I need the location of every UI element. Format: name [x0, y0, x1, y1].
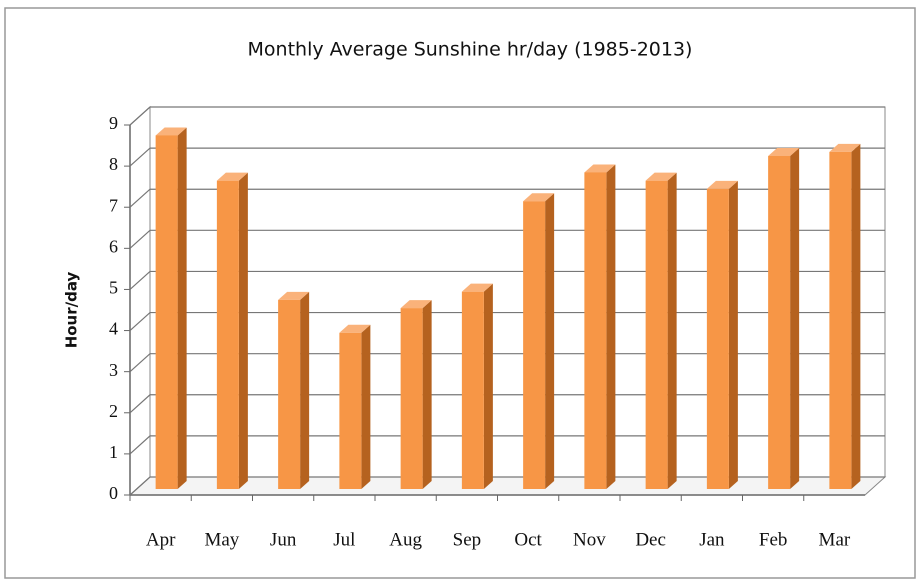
bar — [706, 188, 729, 489]
bar-top — [339, 324, 371, 333]
x-tick-label: Apr — [146, 529, 176, 550]
grid-line — [129, 311, 885, 332]
y-tick-label: 8 — [109, 154, 118, 174]
x-tick-label: Oct — [514, 529, 542, 550]
bar — [461, 291, 484, 489]
bar-top — [584, 164, 616, 173]
y-tick-label: 1 — [109, 442, 118, 462]
bar-top — [706, 180, 738, 189]
bar-top — [768, 148, 800, 156]
bar-side — [545, 193, 555, 489]
x-tick-label: Nov — [573, 529, 606, 550]
bar-top — [400, 300, 432, 309]
grid-line — [129, 188, 885, 208]
bar-side — [790, 148, 800, 489]
bar-side — [300, 291, 310, 489]
y-tick-label: 0 — [109, 483, 118, 503]
x-tick-label: Aug — [389, 529, 422, 550]
y-tick-label: 4 — [109, 319, 118, 339]
bar-top — [155, 127, 187, 136]
grid-line — [129, 394, 885, 414]
bar — [339, 332, 362, 489]
bar — [216, 180, 239, 489]
y-tick-label: 5 — [109, 278, 118, 298]
y-tick-label: 3 — [109, 360, 118, 380]
bar-top — [216, 172, 248, 181]
bar-side — [728, 180, 738, 489]
x-tick-label: Sep — [453, 529, 482, 550]
bar-top — [461, 283, 493, 292]
bar — [645, 180, 668, 489]
y-tick-label: 9 — [109, 113, 118, 133]
grid-line — [129, 435, 885, 455]
chart-title: Monthly Average Sunshine hr/day (1985-20… — [248, 39, 693, 61]
grid-line — [129, 229, 885, 249]
y-axis-label: Hour/day — [63, 271, 81, 348]
x-tick-label: Jan — [699, 529, 725, 550]
grid-line — [129, 106, 885, 126]
side-wall — [129, 105, 151, 497]
bar-top — [645, 172, 677, 181]
bar — [155, 135, 178, 489]
bar — [400, 308, 423, 489]
x-tick-label: Jun — [270, 529, 297, 550]
bar-side — [422, 300, 432, 489]
x-tick-label: May — [204, 529, 239, 550]
bar-top — [829, 143, 861, 152]
bar-side — [483, 283, 493, 489]
bar-side — [667, 172, 677, 489]
bar-top — [523, 193, 555, 202]
x-tick-label: Feb — [759, 529, 788, 550]
bar-side — [851, 143, 861, 489]
x-tick-label: Dec — [635, 529, 666, 550]
grid-line — [129, 353, 885, 373]
y-tick-label: 2 — [109, 401, 118, 421]
bar-side — [361, 324, 371, 489]
bar-side — [606, 164, 616, 489]
x-tick-label: Jul — [333, 529, 355, 550]
bar — [584, 172, 607, 489]
bar — [278, 299, 301, 489]
bar-top — [278, 291, 310, 300]
bar — [829, 151, 852, 489]
y-tick-label: 7 — [109, 195, 118, 215]
bar — [523, 201, 546, 489]
bar-side — [238, 172, 248, 489]
grid-line — [129, 476, 885, 496]
bar — [768, 156, 791, 489]
y-tick-label: 6 — [109, 236, 118, 256]
grid-line — [129, 147, 885, 167]
bar-side — [177, 127, 187, 489]
x-tick-label: Mar — [819, 529, 851, 550]
grid-line — [129, 270, 885, 290]
